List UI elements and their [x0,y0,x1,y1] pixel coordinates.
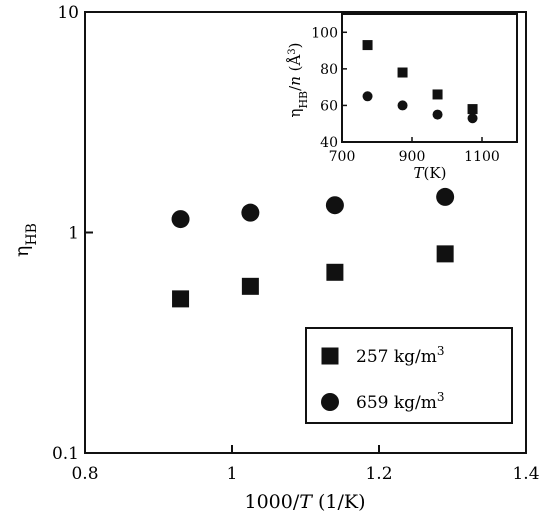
inset-y-tick-label-0: 40 [320,135,338,151]
main-x-tick-label-0: 0.8 [71,464,98,484]
inset-point-s0-1 [397,67,408,78]
main-point-s1-2 [325,196,344,215]
main-x-tick-label-3: 1.4 [512,464,539,484]
main-y-tick-label-2: 10 [57,3,79,23]
legend-box [305,327,513,424]
main-point-s1-3 [436,187,455,206]
main-point-s0-0 [172,290,190,308]
main-point-s1-1 [241,203,260,222]
inset-y-tick-label-1: 60 [320,98,338,114]
main-x-tick-label-1: 1 [227,464,238,484]
main-y-axis-label: ηHB [11,223,40,257]
main-point-s0-2 [326,263,344,281]
inset-y-tick-label-2: 80 [320,62,338,78]
main-x-axis-label: 1000/T (1/K) [244,491,365,513]
inset-point-s1-2 [432,109,443,120]
inset-point-s0-2 [432,89,443,100]
inset-plot-frame [341,13,518,143]
inset-x-tick-label-1: 900 [399,149,426,165]
main-point-s1-0 [171,210,190,229]
inset-y-axis-label: ηHB/n (Å3) [286,42,310,117]
main-point-s0-1 [241,277,259,295]
legend-label-1: 659 kg/m3 [356,390,445,413]
inset-x-axis-label: T(K) [414,164,447,182]
main-y-tick-label-0: 0.1 [52,444,79,464]
legend-label-0: 257 kg/m3 [356,344,445,367]
inset-point-s0-3 [467,104,478,115]
legend-marker-1 [321,393,339,411]
main-x-tick-label-2: 1.2 [365,464,392,484]
inset-point-s1-0 [362,91,373,102]
main-point-s0-3 [436,245,454,263]
inset-x-tick-label-0: 700 [329,149,356,165]
legend-marker-0 [321,347,339,365]
inset-x-tick-label-2: 1100 [464,149,500,165]
inset-point-s1-1 [397,100,408,111]
inset-point-s1-3 [467,113,478,124]
inset-y-tick-label-3: 100 [311,25,338,41]
inset-point-s0-0 [362,40,373,51]
main-y-tick-label-1: 1 [68,224,79,244]
